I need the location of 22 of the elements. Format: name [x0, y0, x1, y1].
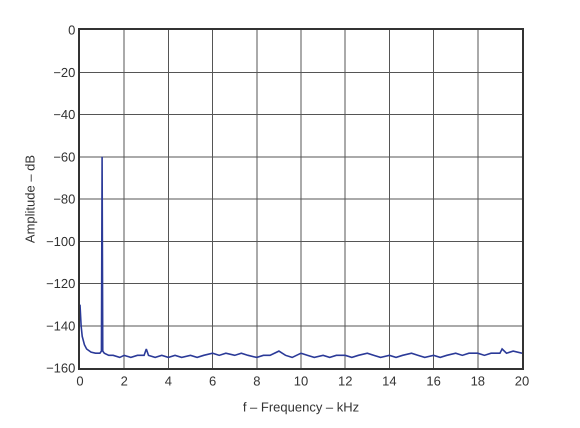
y-tick-label: −80	[53, 192, 76, 207]
x-tick-label: 16	[426, 374, 441, 389]
x-tick-label: 10	[294, 374, 308, 389]
y-tick-label: −120	[46, 276, 76, 292]
x-tick-label: 2	[120, 374, 128, 389]
x-tick-label: 6	[208, 374, 216, 389]
y-tick-label: −140	[46, 318, 76, 334]
x-tick-label: 4	[164, 374, 172, 389]
y-axis-title: Amplitude – dB	[22, 154, 38, 244]
x-axis-title: f – Frequency – kHz	[242, 400, 360, 415]
y-tick-label: −100	[46, 234, 76, 249]
line-series	[80, 156, 522, 358]
x-tick-label: 8	[253, 374, 260, 389]
y-tick-label: −20	[53, 64, 76, 80]
x-tick-label: 12	[338, 374, 352, 389]
y-tick-label: 0	[68, 22, 76, 38]
y-tick-label: −40	[53, 107, 76, 122]
x-tick-label: 14	[382, 374, 397, 389]
y-tick-label: −160	[46, 360, 76, 376]
x-tick-label: 20	[514, 374, 530, 389]
y-tick-label: −60	[53, 149, 76, 164]
x-tick-label: 18	[470, 374, 486, 389]
